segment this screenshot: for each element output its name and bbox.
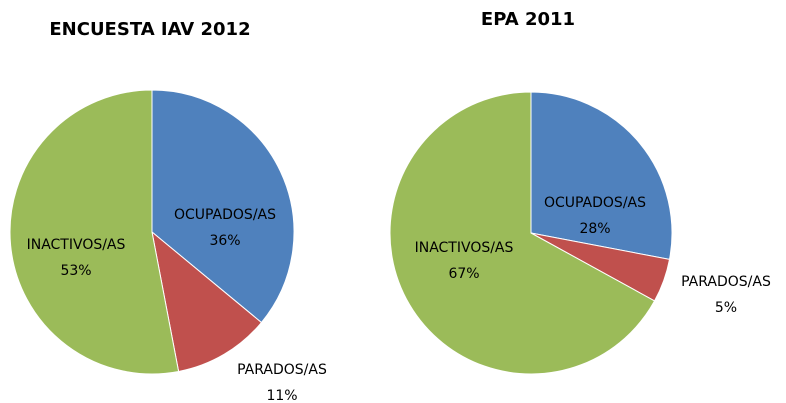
slice-value-label: 67% (448, 266, 479, 282)
pie-slice (530, 91, 673, 261)
chart-title: ENCUESTA IAV 2012 (49, 19, 250, 40)
slice-value-label: 36% (209, 233, 240, 249)
pie-slice (389, 91, 656, 375)
slice-value-label: 53% (60, 263, 91, 279)
slice-label: PARADOS/AS (237, 362, 327, 378)
slice-label: PARADOS/AS (681, 274, 771, 290)
slice-value-label: 28% (579, 221, 610, 237)
pie-slice (9, 89, 180, 375)
slice-value-label: 11% (266, 388, 297, 403)
slice-value-label: 5% (715, 300, 737, 316)
slice-label: OCUPADOS/AS (174, 207, 276, 223)
pie-slice (151, 89, 295, 324)
slice-label: INACTIVOS/AS (415, 240, 514, 256)
slice-label: OCUPADOS/AS (544, 195, 646, 211)
chart-title: EPA 2011 (481, 9, 575, 30)
pie-slice (151, 230, 263, 373)
slice-label: INACTIVOS/AS (27, 237, 126, 253)
